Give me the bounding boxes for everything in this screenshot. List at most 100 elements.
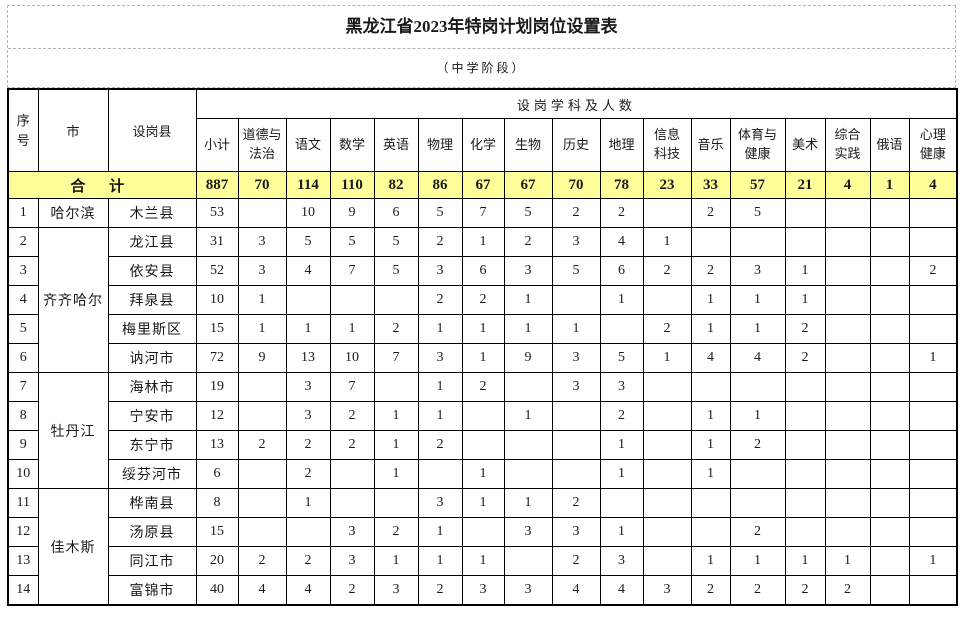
value-cell <box>461 517 505 547</box>
value-cell: 1 <box>503 488 553 518</box>
value-cell <box>824 256 871 286</box>
value-cell: 3 <box>503 517 553 547</box>
value-cell: 2 <box>784 343 826 373</box>
value-cell: 1 <box>690 285 731 315</box>
total-value-cell: 110 <box>329 171 375 199</box>
value-cell: 3 <box>503 256 553 286</box>
value-cell: 1 <box>729 546 786 576</box>
value-cell <box>908 372 958 402</box>
value-cell: 2 <box>373 314 419 344</box>
value-cell <box>908 198 958 228</box>
value-cell <box>908 517 958 547</box>
value-cell: 2 <box>417 227 463 257</box>
value-cell <box>824 401 871 431</box>
value-cell <box>908 430 958 460</box>
table-row: 11 佳木斯 桦南县 8 1 3 1 1 2 <box>7 488 958 606</box>
value-cell <box>908 227 958 257</box>
value-cell: 1 <box>908 546 958 576</box>
row-number-cell: 11 <box>7 488 39 518</box>
table-row: 14 富锦市 40 4 4 2 3 2 3 3 4 4 3 2 2 2 2 <box>7 575 958 606</box>
value-cell: 2 <box>599 198 644 228</box>
subject-header: 综合 实践 <box>824 118 871 172</box>
value-cell <box>237 517 287 547</box>
value-cell: 3 <box>373 575 419 606</box>
value-cell: 1 <box>373 459 419 489</box>
value-cell <box>237 488 287 518</box>
table-row: 8 宁安市 12 3 2 1 1 1 2 1 1 <box>7 401 958 431</box>
value-cell: 2 <box>329 575 375 606</box>
value-cell: 3 <box>599 372 644 402</box>
value-cell: 3 <box>237 227 287 257</box>
total-value-cell: 70 <box>551 171 601 199</box>
value-cell <box>503 430 553 460</box>
row-number-cell: 10 <box>7 459 39 489</box>
value-cell <box>729 488 786 518</box>
value-cell <box>784 517 826 547</box>
county-cell: 梅里斯区 <box>107 314 197 344</box>
value-cell: 3 <box>599 546 644 576</box>
value-cell: 3 <box>729 256 786 286</box>
value-cell: 4 <box>599 575 644 606</box>
value-cell <box>824 227 871 257</box>
row-number-cell: 2 <box>7 227 39 257</box>
value-cell: 2 <box>551 488 601 518</box>
value-cell: 3 <box>237 256 287 286</box>
value-cell: 7 <box>373 343 419 373</box>
value-cell: 2 <box>729 575 786 606</box>
value-cell <box>869 459 910 489</box>
value-cell <box>461 430 505 460</box>
city-cell: 齐齐哈尔 <box>37 227 109 373</box>
value-cell <box>784 459 826 489</box>
title-block: 黑龙江省2023年特岗计划岗位设置表 （中学阶段） <box>7 5 956 88</box>
value-cell: 2 <box>503 227 553 257</box>
value-cell <box>237 459 287 489</box>
value-cell: 2 <box>417 285 463 315</box>
value-cell: 1 <box>729 285 786 315</box>
value-cell: 1 <box>461 488 505 518</box>
value-cell <box>908 401 958 431</box>
table-row: 13 同江市 20 2 2 3 1 1 1 2 3 1 1 1 1 1 <box>7 546 958 576</box>
table-row: 9 东宁市 13 2 2 2 1 2 1 1 2 <box>7 430 958 460</box>
value-cell: 3 <box>417 488 463 518</box>
value-cell <box>642 488 692 518</box>
value-cell <box>824 517 871 547</box>
county-cell: 桦南县 <box>107 488 197 518</box>
subject-header: 俄语 <box>869 118 910 172</box>
subject-header: 语文 <box>285 118 331 172</box>
value-cell <box>551 430 601 460</box>
value-cell: 72 <box>195 343 239 373</box>
value-cell: 3 <box>551 517 601 547</box>
value-cell <box>729 459 786 489</box>
value-cell: 1 <box>729 401 786 431</box>
value-cell <box>824 198 871 228</box>
value-cell: 12 <box>195 401 239 431</box>
total-value-cell: 67 <box>503 171 553 199</box>
row-number-cell: 14 <box>7 575 39 606</box>
value-cell: 1 <box>729 314 786 344</box>
value-cell: 5 <box>285 227 331 257</box>
value-cell <box>824 459 871 489</box>
value-cell: 9 <box>237 343 287 373</box>
value-cell: 10 <box>285 198 331 228</box>
total-value-cell: 887 <box>195 171 239 199</box>
value-cell <box>599 314 644 344</box>
value-cell: 7 <box>329 256 375 286</box>
total-value-cell: 86 <box>417 171 463 199</box>
value-cell: 2 <box>373 517 419 547</box>
value-cell: 1 <box>908 343 958 373</box>
value-cell: 4 <box>237 575 287 606</box>
value-cell: 1 <box>417 517 463 547</box>
value-cell <box>503 459 553 489</box>
value-cell: 1 <box>373 430 419 460</box>
value-cell: 5 <box>503 198 553 228</box>
value-cell <box>551 285 601 315</box>
value-cell: 2 <box>729 517 786 547</box>
value-cell: 1 <box>642 343 692 373</box>
subject-header: 生物 <box>503 118 553 172</box>
county-cell: 绥芬河市 <box>107 459 197 489</box>
subject-header: 地理 <box>599 118 644 172</box>
row-number-cell: 7 <box>7 372 39 402</box>
total-value-cell: 70 <box>237 171 287 199</box>
total-value-cell: 67 <box>461 171 505 199</box>
value-cell: 4 <box>599 227 644 257</box>
